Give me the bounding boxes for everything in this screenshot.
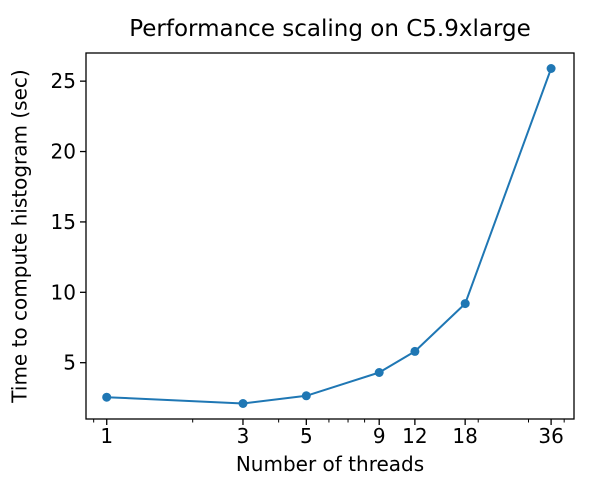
data-point (410, 346, 420, 356)
data-point (374, 368, 384, 377)
y-tick-label: 25 (51, 69, 76, 93)
y-tick-label: 15 (51, 210, 76, 234)
plot-border (85, 52, 575, 420)
x-tick-label: 9 (373, 424, 386, 448)
x-tick-label: 1 (100, 424, 113, 448)
data-point (546, 64, 556, 73)
x-tick-label: 12 (402, 424, 427, 448)
y-tick-label: 5 (63, 351, 76, 375)
x-axis-label: Number of threads (235, 452, 425, 476)
x-tick-label: 3 (237, 424, 250, 448)
data-point (102, 392, 112, 402)
x-tick-label: 18 (452, 424, 477, 448)
data-line (106, 68, 553, 405)
data-point (301, 391, 311, 401)
data-point (460, 299, 470, 309)
data-point (238, 399, 248, 408)
y-tick-label: 20 (51, 140, 76, 164)
chart-title: Performance scaling on C5.9xlarge (129, 16, 531, 42)
y-tick-label: 10 (51, 280, 76, 304)
x-tick-label: 5 (300, 424, 313, 448)
x-tick-label: 36 (538, 424, 563, 448)
